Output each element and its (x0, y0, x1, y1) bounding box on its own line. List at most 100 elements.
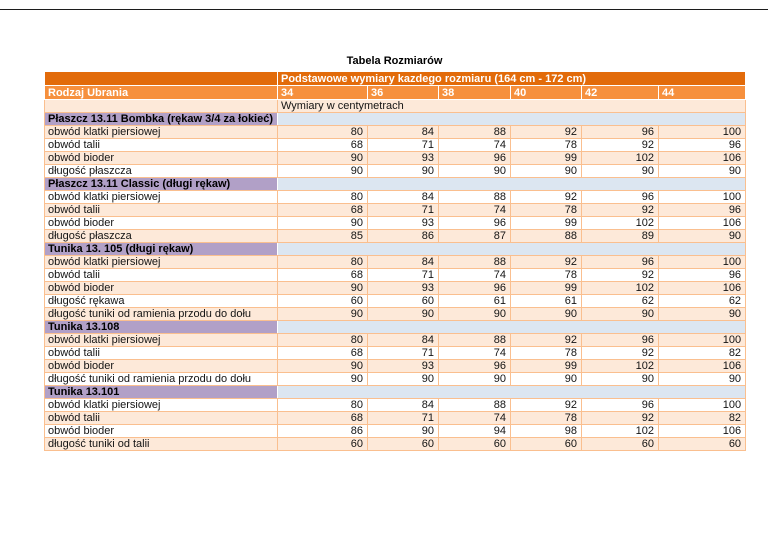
size-value-42: 92 (581, 203, 659, 217)
size-value-40: 78 (510, 411, 582, 425)
size-value-38: 88 (438, 398, 511, 412)
row-label: długość tuniki od ramienia przodu do doł… (44, 307, 278, 321)
size-value-36: 71 (367, 346, 439, 360)
row-label: obwód klatki piersiowej (44, 125, 278, 139)
size-value-44: 62 (657, 294, 747, 308)
section-title: Płaszcz 13.11 Bombka (rękaw 3/4 za łokie… (44, 112, 278, 126)
column-header-size-38: 38 (438, 85, 511, 100)
row-label: długość płaszcza (44, 164, 278, 178)
section-title: Płaszcz 13.11 Classic (długi rękaw) (44, 177, 278, 191)
section-header-row: Tunika 13. 105 (długi rękaw) (44, 242, 747, 256)
table-banner-row: Podstawowe wymiary kazdego rozmiaru (164… (44, 71, 747, 86)
size-value-40: 99 (510, 359, 582, 373)
measurement-row: obwód klatki piersiowej 80 84 88 92 96 100 (44, 125, 747, 139)
size-value-36: 84 (367, 125, 439, 139)
size-value-44: 106 (657, 281, 747, 295)
size-value-34: 68 (277, 346, 368, 360)
row-label: obwód talii (44, 138, 278, 152)
size-value-42: 102 (581, 216, 659, 230)
size-value-40: 99 (510, 216, 582, 230)
measurement-row: obwód klatki piersiowej 80 84 88 92 96 100 (44, 255, 747, 269)
size-value-34: 68 (277, 203, 368, 217)
size-value-36: 60 (367, 294, 439, 308)
measurement-row: obwód bioder 90 93 96 99 102 106 (44, 281, 747, 295)
size-value-38: 90 (438, 372, 511, 386)
size-value-38: 61 (438, 294, 511, 308)
size-value-40: 90 (510, 372, 582, 386)
size-value-36: 60 (367, 437, 439, 451)
size-value-42: 102 (581, 281, 659, 295)
size-value-36: 71 (367, 203, 439, 217)
section-header-filler (276, 320, 747, 334)
size-value-34: 90 (277, 281, 368, 295)
size-value-40: 92 (510, 255, 582, 269)
size-value-42: 89 (581, 229, 659, 243)
measurement-row: obwód klatki piersiowej 80 84 88 92 96 100 (44, 333, 747, 347)
size-value-40: 92 (510, 398, 582, 412)
size-value-40: 99 (510, 281, 582, 295)
row-label: obwód klatki piersiowej (44, 255, 278, 269)
size-value-44: 90 (657, 372, 747, 386)
size-value-36: 71 (367, 411, 439, 425)
size-value-38: 94 (438, 424, 511, 438)
size-value-36: 84 (367, 333, 439, 347)
size-table: Podstawowe wymiary kazdego rozmiaru (164… (44, 71, 747, 451)
size-value-36: 90 (367, 424, 439, 438)
column-header-size-44: 44 (657, 85, 747, 100)
measurement-row: długość tuniki od talii 60 60 60 60 60 60 (44, 437, 747, 451)
unit-note: Wymiary w centymetrach (276, 99, 747, 113)
size-value-42: 92 (581, 138, 659, 152)
size-value-44: 100 (657, 255, 747, 269)
size-value-42: 90 (581, 164, 659, 178)
size-value-42: 102 (581, 424, 659, 438)
size-value-42: 102 (581, 359, 659, 373)
section-header-row: Tunika 13.108 (44, 320, 747, 334)
size-value-34: 60 (277, 437, 368, 451)
measurement-row: obwód bioder 90 93 96 99 102 106 (44, 151, 747, 165)
size-value-36: 90 (367, 307, 439, 321)
size-value-42: 96 (581, 190, 659, 204)
row-label: obwód bioder (44, 216, 278, 230)
size-value-36: 71 (367, 268, 439, 282)
size-table-container: Podstawowe wymiary kazdego rozmiaru (164… (44, 71, 747, 451)
size-value-38: 88 (438, 333, 511, 347)
column-header-row-label: Rodzaj Ubrania (44, 85, 278, 100)
size-value-42: 102 (581, 151, 659, 165)
size-value-34: 90 (277, 307, 368, 321)
section-header-row: Płaszcz 13.11 Bombka (rękaw 3/4 za łokie… (44, 112, 747, 126)
unit-note-row: Wymiary w centymetrach (44, 99, 747, 113)
table-top-header: Podstawowe wymiary kazdego rozmiaru (164… (276, 71, 747, 86)
row-label: długość płaszcza (44, 229, 278, 243)
section-header-filler (276, 385, 747, 399)
size-value-36: 84 (367, 398, 439, 412)
size-value-42: 90 (581, 372, 659, 386)
size-value-34: 86 (277, 424, 368, 438)
size-value-38: 87 (438, 229, 511, 243)
measurement-row: obwód talii 68 71 74 78 92 82 (44, 411, 747, 425)
size-value-40: 88 (510, 229, 582, 243)
row-label: obwód talii (44, 203, 278, 217)
size-value-44: 106 (657, 216, 747, 230)
section-header-filler (276, 177, 747, 191)
measurement-row: długość płaszcza 85 86 87 88 89 90 (44, 229, 747, 243)
size-value-36: 86 (367, 229, 439, 243)
size-value-44: 106 (657, 359, 747, 373)
size-value-42: 92 (581, 411, 659, 425)
row-label: obwód talii (44, 268, 278, 282)
size-value-34: 90 (277, 151, 368, 165)
measurement-row: obwód talii 68 71 74 78 92 96 (44, 203, 747, 217)
section-title: Tunika 13.108 (44, 320, 278, 334)
size-value-36: 93 (367, 359, 439, 373)
size-value-36: 90 (367, 164, 439, 178)
size-value-34: 60 (277, 294, 368, 308)
size-value-40: 92 (510, 190, 582, 204)
banner-corner-cell (44, 71, 278, 86)
measurement-row: obwód bioder 90 93 96 99 102 106 (44, 359, 747, 373)
size-value-38: 90 (438, 164, 511, 178)
size-value-34: 80 (277, 125, 368, 139)
size-value-38: 74 (438, 411, 511, 425)
measurement-row: obwód klatki piersiowej 80 84 88 92 96 100 (44, 190, 747, 204)
size-value-44: 90 (657, 307, 747, 321)
row-label: długość rękawa (44, 294, 278, 308)
column-header-size-34: 34 (277, 85, 368, 100)
